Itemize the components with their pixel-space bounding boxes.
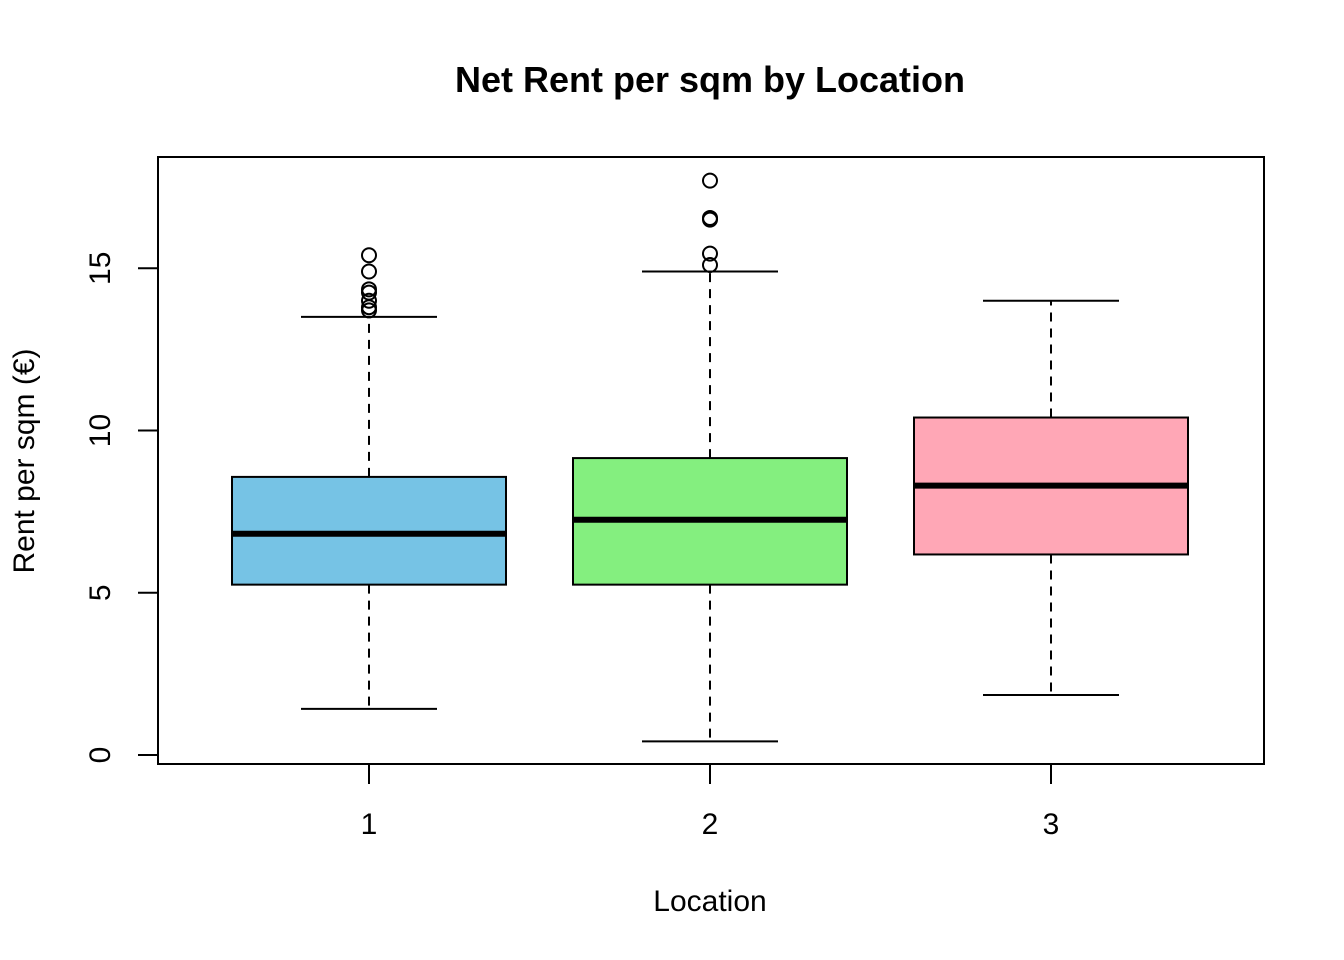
chart-marks: 0 5 10 15 1 2 3 — [84, 172, 1189, 841]
y-tick-label: 5 — [84, 584, 117, 601]
outlier-point — [361, 263, 377, 280]
outlier-point — [361, 284, 377, 301]
outlier-point — [702, 209, 718, 226]
y-tick-label: 10 — [84, 414, 117, 447]
y-tick-label: 0 — [84, 747, 117, 764]
chart-title: Net Rent per sqm by Location — [455, 59, 965, 100]
outlier-point — [702, 245, 718, 262]
outlier-point — [361, 281, 377, 298]
x-tick-label: 1 — [361, 808, 378, 841]
outlier-point — [702, 257, 718, 274]
x-tick-label: 3 — [1043, 808, 1060, 841]
x-axis-label: Location — [653, 885, 766, 918]
outlier-point — [361, 247, 377, 264]
outlier-point — [702, 172, 718, 189]
y-tick-label: 15 — [84, 252, 117, 285]
y-axis-label: Rent per sqm (€) — [8, 348, 41, 573]
outlier-point — [361, 292, 377, 309]
x-tick-label: 2 — [702, 808, 719, 841]
